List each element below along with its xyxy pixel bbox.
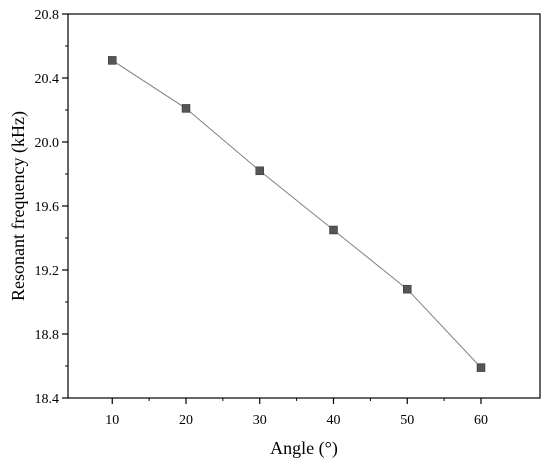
x-tick-label: 20 [179,413,193,428]
y-tick-label: 20.4 [35,72,60,87]
series [108,56,486,372]
data-point [181,104,191,113]
x-tick-label: 30 [253,413,267,428]
x-ticks: 10 20 30 40 50 60 [105,398,488,428]
x-tick-label: 60 [474,413,488,428]
y-tick-label: 18.4 [35,392,60,407]
x-axis-label: Angle (°) [270,438,338,459]
y-tick-label: 19.2 [35,264,60,279]
y-tick-label: 20.0 [35,136,60,151]
data-point [329,225,338,235]
y-tick-label: 18.8 [35,328,60,343]
y-tick-label: 20.8 [35,8,60,23]
y-axis-label: Resonant frequency (kHz) [8,111,29,301]
x-tick-label: 50 [400,413,414,428]
series-line [111,59,482,368]
data-point [255,166,264,176]
y-tick-label: 19.6 [35,200,60,215]
data-point [476,363,486,372]
y-ticks: 18.4 18.8 19.2 19.6 20.0 20.4 20.8 [35,8,68,407]
x-tick-label: 10 [105,413,119,428]
x-tick-label: 40 [327,413,341,428]
data-point [108,56,117,65]
data-point [403,284,412,294]
